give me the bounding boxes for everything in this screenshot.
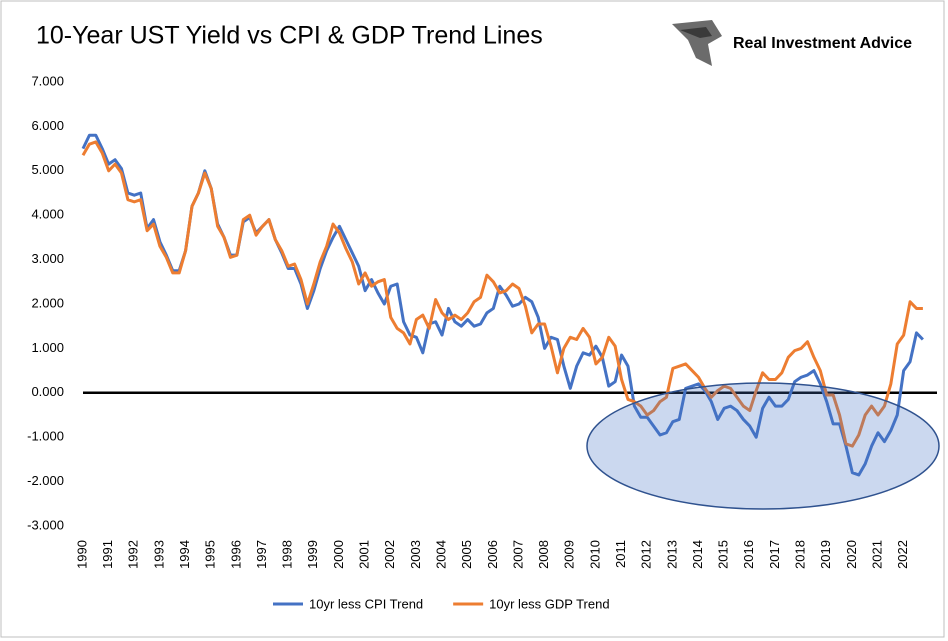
legend: 10yr less CPI Trend 10yr less GDP Trend bbox=[273, 596, 610, 611]
x-tick-label: 1994 bbox=[177, 540, 192, 569]
x-tick-label: 2016 bbox=[741, 540, 756, 569]
brand-name: Real Investment Advice bbox=[733, 35, 912, 52]
x-tick-label: 2007 bbox=[510, 540, 525, 569]
x-tick-label: 2022 bbox=[895, 540, 910, 569]
x-tick-label: 2000 bbox=[331, 540, 346, 569]
chart-title: 10-Year UST Yield vs CPI & GDP Trend Lin… bbox=[36, 22, 543, 50]
x-tick-label: 2011 bbox=[613, 540, 628, 568]
axes: 7.000 6.000 5.000 4.000 3.000 2.000 1.000 0.000… bbox=[27, 73, 937, 569]
x-tick-label: 2012 bbox=[639, 540, 654, 569]
logo-icon-detail bbox=[680, 27, 712, 38]
x-tick-label: 2014 bbox=[690, 540, 705, 569]
x-tick-label: 2013 bbox=[664, 540, 679, 569]
x-tick-label: 2019 bbox=[818, 540, 833, 569]
x-tick-label: 1997 bbox=[254, 540, 269, 569]
x-tick-label: 2009 bbox=[562, 540, 577, 569]
y-tick-label: 6.000 bbox=[31, 118, 64, 133]
y-tick-label: -3.000 bbox=[27, 517, 64, 532]
x-tick-label: 1998 bbox=[280, 540, 295, 569]
x-tick-label: 2003 bbox=[408, 540, 423, 569]
legend-label: 10yr less GDP Trend bbox=[489, 596, 609, 611]
y-tick-label: 3.000 bbox=[31, 251, 64, 266]
x-tick-label: 1996 bbox=[228, 540, 243, 569]
x-tick-label: 2005 bbox=[459, 540, 474, 569]
highlight-ellipse bbox=[586, 382, 940, 510]
x-tick-label: 2008 bbox=[536, 540, 551, 569]
y-tick-label: 1.000 bbox=[31, 340, 64, 355]
x-tick-label: 2015 bbox=[716, 540, 731, 569]
x-tick-label: 1999 bbox=[305, 540, 320, 569]
x-tick-label: 2006 bbox=[485, 540, 500, 569]
x-tick-label: 1990 bbox=[74, 540, 89, 569]
legend-label: 10yr less CPI Trend bbox=[309, 596, 423, 611]
x-tick-label: 2002 bbox=[382, 540, 397, 569]
plot-area bbox=[81, 133, 924, 477]
logo: Real Investment Advice bbox=[672, 20, 912, 66]
x-tick-label: 1995 bbox=[203, 540, 218, 569]
y-tick-label: 0.000 bbox=[31, 384, 64, 399]
x-tick-label: 2018 bbox=[793, 540, 808, 569]
x-tick-label: 2017 bbox=[767, 540, 782, 569]
y-tick-label: 4.000 bbox=[31, 207, 64, 222]
x-tick-label: 1992 bbox=[126, 540, 141, 569]
x-tick-label: 2004 bbox=[433, 540, 448, 569]
x-tick-label: 1991 bbox=[100, 540, 115, 569]
x-tick-label: 2021 bbox=[869, 540, 884, 569]
y-tick-label: 2.000 bbox=[31, 295, 64, 310]
y-tick-label: -1.000 bbox=[27, 429, 64, 444]
x-tick-label: 2020 bbox=[844, 540, 859, 569]
x-tick-label: 1993 bbox=[151, 540, 166, 569]
series-line bbox=[81, 140, 923, 448]
x-tick-label: 2010 bbox=[587, 540, 602, 569]
y-tick-label: 5.000 bbox=[31, 162, 64, 177]
x-tick-label: 2001 bbox=[357, 540, 372, 569]
y-tick-label: -2.000 bbox=[27, 473, 64, 488]
y-tick-label: 7.000 bbox=[31, 73, 64, 88]
